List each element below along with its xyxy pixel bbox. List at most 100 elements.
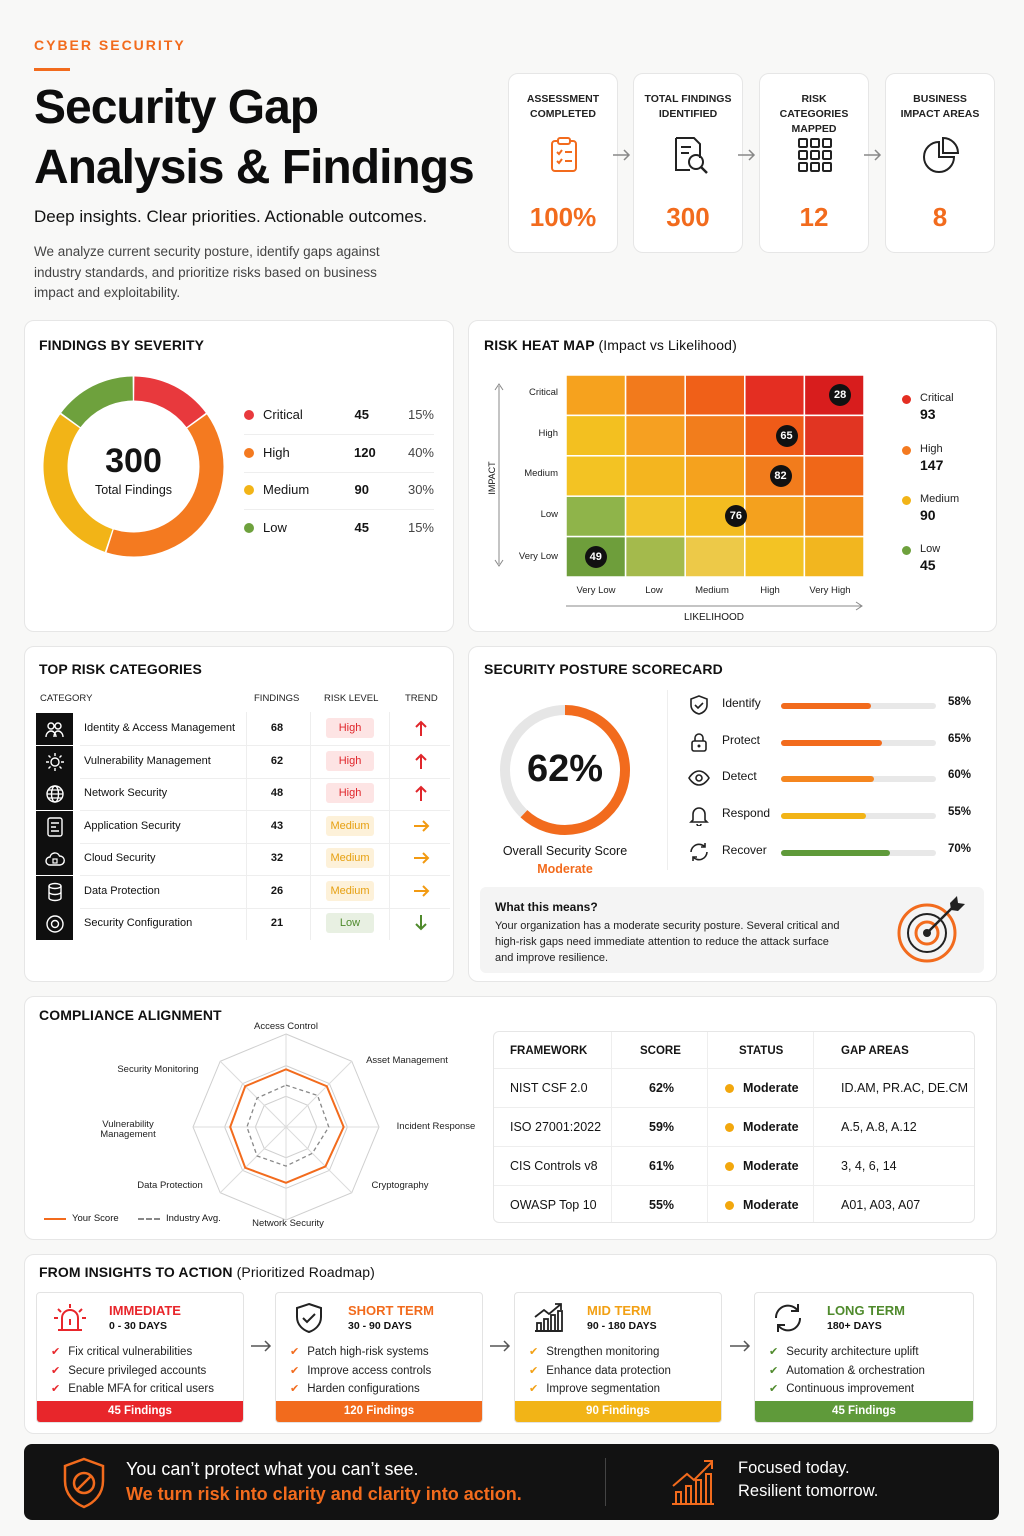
column-divider	[389, 712, 390, 940]
heatmap-cell	[803, 535, 864, 577]
col-header-framework: FRAMEWORK	[510, 1045, 588, 1057]
severity-dot	[244, 485, 254, 495]
heatmap-marker: 65	[775, 424, 798, 447]
footer-right-1: Focused today.	[738, 1459, 850, 1477]
heatmap-cell	[803, 414, 864, 457]
col-header-score: SCORE	[640, 1045, 681, 1057]
framework-score: 55%	[649, 1198, 675, 1212]
phase-findings: 45 Findings	[37, 1401, 243, 1422]
heatmap-title: RISK HEAT MAP (Impact vs Likelihood)	[484, 337, 737, 353]
kpi-card-categories: RISK CATEGORIES MAPPED 12	[759, 73, 869, 253]
what-title: What this means?	[495, 900, 598, 914]
phase-item: ✔ Fix critical vulnerabilities	[51, 1343, 214, 1362]
row-divider	[80, 745, 450, 746]
cycle-icon	[774, 1304, 802, 1332]
database-icon	[36, 875, 73, 908]
framework-gap-areas: A.5, A.8, A.12	[841, 1120, 917, 1134]
heatmap-title-main: RISK HEAT MAP	[484, 337, 595, 353]
legend-name: Low	[920, 543, 941, 555]
bell-icon	[688, 804, 710, 827]
pie-chart-icon	[923, 136, 960, 173]
phase-name: MID TERM	[587, 1303, 652, 1318]
phase-item: ✔ Strengthen monitoring	[529, 1343, 671, 1362]
status-dot	[725, 1084, 734, 1093]
framework-score: 59%	[649, 1120, 675, 1134]
severity-row-high: High 120 40%	[244, 435, 434, 473]
impact-label: Low	[540, 509, 558, 520]
risk-categories-title: TOP RISK CATEGORIES	[39, 661, 202, 677]
column-divider	[813, 1032, 814, 1222]
phase-item-text: Enable MFA for critical users	[68, 1383, 214, 1395]
kpi-label: TOTAL FINDINGS IDENTIFIED	[644, 93, 732, 120]
page-title: Security Gap Analysis & Findings	[34, 78, 504, 198]
lock-icon	[688, 731, 710, 753]
donut-slice-high	[106, 414, 224, 557]
column-divider	[707, 1032, 708, 1222]
arrow-right-icon	[613, 149, 631, 161]
phase-item-text: Harden configurations	[307, 1383, 420, 1395]
phase-items: ✔ Security architecture uplift ✔ Automatio…	[769, 1343, 925, 1399]
function-pct: 70%	[948, 842, 972, 855]
phase-item-text: Improve segmentation	[546, 1383, 661, 1395]
column-divider	[611, 1032, 612, 1222]
title-line-2: Analysis & Findings	[34, 141, 475, 194]
trend-up-icon	[412, 751, 430, 771]
row-divider	[80, 875, 450, 876]
check-icon: ✔	[529, 1383, 539, 1395]
risk-category-row: Vulnerability Management 62 High	[36, 745, 448, 778]
progress-fill	[781, 703, 871, 709]
legend-line-industry	[138, 1218, 160, 1220]
phase-item-text: Improve access controls	[307, 1364, 432, 1377]
function-name: Protect	[722, 732, 761, 747]
scorecard-row-respond: Respond 55%	[688, 800, 978, 832]
framework-row: NIST CSF 2.0 62% Moderate ID.AM, PR.AC, DE.…	[494, 1068, 974, 1107]
function-name: Respond	[722, 806, 771, 821]
check-icon: ✔	[51, 1346, 61, 1358]
radar-axis-label: Security Monitoring	[117, 1064, 199, 1075]
legend-value: 93	[920, 406, 936, 422]
risk-category-row: Network Security 48 High	[36, 778, 448, 810]
footer-divider	[605, 1458, 606, 1506]
framework-status: Moderate	[743, 1081, 799, 1095]
col-header-trend: TREND	[405, 693, 438, 704]
phase-item: ✔ Enable MFA for critical users	[51, 1380, 214, 1399]
legend-your-score: Your Score	[72, 1213, 119, 1224]
radar-spoke	[285, 1126, 353, 1194]
kpi-card-assessment: ASSESSMENT COMPLETED 100%	[508, 73, 618, 253]
kpi-label: RISK CATEGORIES MAPPED	[779, 93, 849, 135]
framework-score: 62%	[649, 1081, 675, 1095]
impact-axis	[494, 383, 504, 567]
check-icon: ✔	[769, 1383, 779, 1395]
category-name: Security Configuration	[84, 917, 193, 929]
heatmap-cell	[803, 375, 864, 417]
status-dot	[725, 1162, 734, 1171]
scorecard-title: SECURITY POSTURE SCORECARD	[484, 661, 723, 677]
legend-name: Critical	[920, 392, 954, 404]
globe-icon	[36, 778, 73, 810]
severity-dot	[244, 523, 254, 533]
footer-line-1: You can’t protect what you can’t see.	[126, 1459, 419, 1479]
likelihood-label: High	[760, 585, 780, 596]
row-divider	[80, 810, 450, 811]
shield-check-icon	[296, 1302, 322, 1334]
shield-check-icon	[688, 694, 710, 716]
check-icon: ✔	[51, 1383, 61, 1395]
severity-name: Critical	[263, 407, 303, 422]
risk-level-badge: High	[326, 783, 374, 803]
impact-axis-label: IMPACT	[487, 461, 497, 495]
heatmap-marker: 28	[829, 384, 852, 407]
impact-label: Critical	[528, 387, 558, 398]
legend-dot	[902, 496, 911, 505]
progress-fill	[781, 776, 874, 783]
row-divider	[80, 907, 450, 909]
check-icon: ✔	[290, 1346, 300, 1358]
scorecard-row-protect: Protect 65%	[688, 727, 978, 759]
alarm-icon	[54, 1304, 86, 1331]
phase-item: ✔ Enhance data protection	[529, 1362, 671, 1381]
severity-row-medium: Medium 90 30%	[244, 472, 434, 510]
footer-right-2: Resilient tomorrow.	[738, 1482, 879, 1500]
title-line-1: Security Gap	[34, 81, 319, 134]
arrow-right-icon	[490, 1340, 511, 1352]
heatmap-cell	[566, 495, 627, 538]
phase-item-text: Automation & orchestration	[786, 1364, 925, 1377]
